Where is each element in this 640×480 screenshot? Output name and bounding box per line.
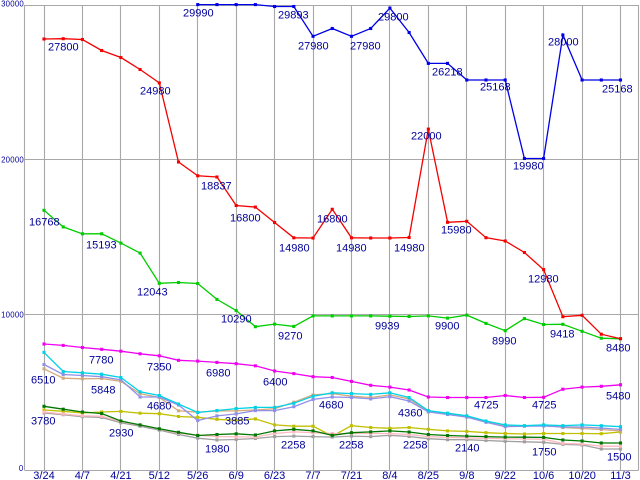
svg-text:10290: 10290	[221, 314, 252, 326]
svg-text:4725: 4725	[474, 400, 498, 412]
svg-text:9/8: 9/8	[459, 470, 474, 480]
svg-text:15193: 15193	[86, 240, 117, 252]
svg-text:5848: 5848	[91, 385, 115, 397]
svg-text:4680: 4680	[147, 401, 171, 413]
svg-text:3885: 3885	[225, 416, 249, 428]
svg-text:14980: 14980	[279, 243, 310, 255]
svg-text:2258: 2258	[281, 440, 305, 452]
svg-text:18837: 18837	[201, 181, 232, 193]
svg-text:9900: 9900	[435, 321, 459, 333]
svg-text:29893: 29893	[278, 10, 309, 22]
svg-text:2930: 2930	[109, 428, 133, 440]
svg-text:2258: 2258	[339, 440, 363, 452]
svg-text:8/25: 8/25	[418, 470, 439, 480]
svg-text:10/6: 10/6	[533, 470, 554, 480]
svg-text:12980: 12980	[528, 274, 559, 286]
svg-text:16800: 16800	[317, 214, 348, 226]
svg-text:6980: 6980	[206, 368, 230, 380]
svg-text:16768: 16768	[29, 217, 60, 229]
svg-text:19980: 19980	[513, 161, 544, 173]
svg-text:12043: 12043	[137, 287, 168, 299]
svg-text:3/24: 3/24	[33, 470, 54, 480]
svg-text:28000: 28000	[548, 37, 579, 49]
svg-text:4360: 4360	[398, 408, 422, 420]
svg-text:4/7: 4/7	[75, 470, 90, 480]
svg-text:9418: 9418	[550, 329, 574, 341]
svg-text:29800: 29800	[378, 12, 409, 24]
svg-text:1980: 1980	[205, 444, 229, 456]
svg-text:20000: 20000	[1, 156, 24, 165]
svg-text:5/12: 5/12	[149, 470, 170, 480]
svg-text:8480: 8480	[606, 343, 630, 355]
svg-text:0: 0	[19, 464, 24, 473]
svg-text:5480: 5480	[606, 391, 630, 403]
svg-text:9/22: 9/22	[494, 470, 515, 480]
svg-text:26218: 26218	[432, 67, 463, 79]
svg-text:2140: 2140	[455, 443, 479, 455]
svg-text:6400: 6400	[263, 377, 287, 389]
svg-text:11/3: 11/3	[610, 470, 631, 480]
svg-text:3780: 3780	[31, 416, 55, 428]
svg-text:7/7: 7/7	[305, 470, 320, 480]
svg-text:7/21: 7/21	[341, 470, 362, 480]
svg-text:8990: 8990	[492, 336, 516, 348]
svg-text:14980: 14980	[336, 243, 367, 255]
svg-text:6/9: 6/9	[229, 470, 244, 480]
svg-text:14980: 14980	[394, 243, 425, 255]
svg-text:25168: 25168	[602, 84, 633, 96]
svg-text:4/21: 4/21	[110, 470, 131, 480]
svg-text:22000: 22000	[411, 131, 442, 143]
svg-text:9939: 9939	[375, 321, 399, 333]
svg-text:8/4: 8/4	[382, 470, 397, 480]
svg-text:4725: 4725	[532, 400, 556, 412]
svg-text:1500: 1500	[607, 452, 631, 464]
svg-text:29990: 29990	[183, 8, 214, 20]
svg-text:7780: 7780	[89, 355, 113, 367]
svg-text:15980: 15980	[441, 225, 472, 237]
svg-text:27980: 27980	[298, 41, 329, 53]
svg-text:2258: 2258	[403, 440, 427, 452]
svg-text:6510: 6510	[31, 375, 55, 387]
svg-text:7350: 7350	[147, 362, 171, 374]
svg-text:4680: 4680	[319, 400, 343, 412]
svg-text:30000: 30000	[1, 0, 24, 9]
svg-text:6/23: 6/23	[264, 470, 285, 480]
svg-text:9270: 9270	[278, 331, 302, 343]
svg-text:27800: 27800	[48, 42, 79, 54]
svg-text:25168: 25168	[480, 82, 511, 94]
svg-text:16800: 16800	[230, 213, 261, 225]
svg-text:24980: 24980	[140, 86, 171, 98]
svg-text:10/20: 10/20	[568, 470, 596, 480]
svg-text:10000: 10000	[1, 311, 24, 320]
svg-text:1750: 1750	[532, 447, 556, 459]
svg-text:5/26: 5/26	[187, 470, 208, 480]
svg-text:27980: 27980	[350, 41, 381, 53]
